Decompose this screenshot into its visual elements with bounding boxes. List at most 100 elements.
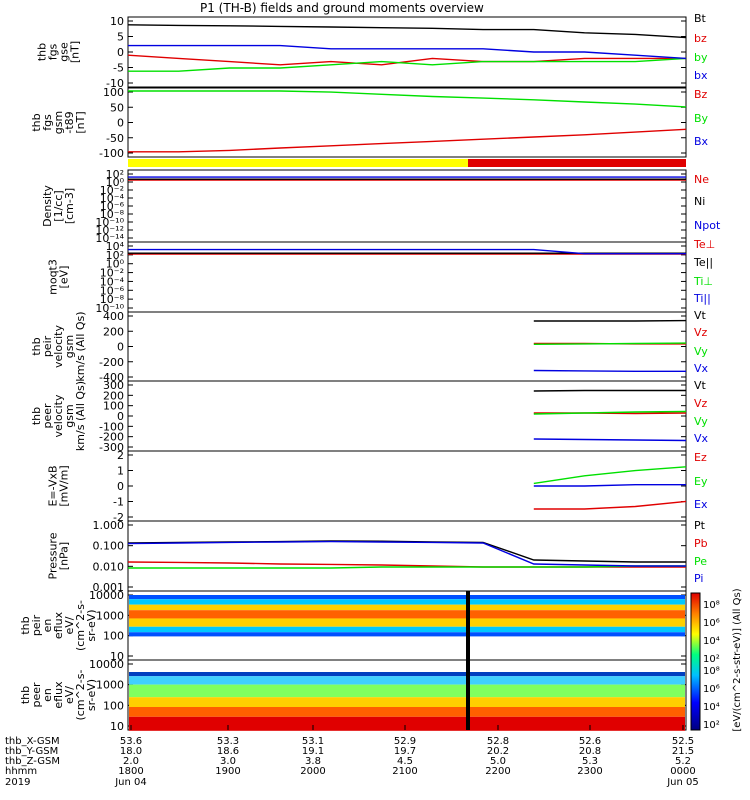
x-tick-label: 52.5 xyxy=(672,736,694,747)
x-tick-label: 52.9 xyxy=(394,736,416,747)
x-date-label: Jun 05 xyxy=(666,777,699,788)
y-tick-label: 10² xyxy=(106,249,124,262)
y-axis-label: [nT] xyxy=(69,41,82,63)
y-tick-label: 0 xyxy=(117,341,124,354)
legend-entry: Te|| xyxy=(693,256,713,269)
y-axis-label: thb xyxy=(30,337,43,355)
colorbar-tick-label: 10⁴ xyxy=(703,702,720,713)
y-axis-label: [mV/m] xyxy=(58,465,71,506)
spectrogram-band xyxy=(129,610,685,619)
x-tick-label: 18.6 xyxy=(217,746,239,757)
x-date-label: Jun 04 xyxy=(114,777,147,788)
y-axis-label: velocity xyxy=(52,325,65,368)
spectrogram-band xyxy=(129,595,685,600)
legend-entry: Ti|| xyxy=(693,292,711,305)
y-axis-label: [eV] xyxy=(58,266,71,289)
y-tick-label: 10⁻¹⁴ xyxy=(95,232,124,245)
spectrogram-band xyxy=(129,716,685,731)
y-axis-label: moqt3 xyxy=(47,259,60,295)
x-row-label: thb_Y-GSM xyxy=(5,746,58,757)
y-tick-label: 1 xyxy=(117,465,124,478)
y-axis-label: gsm xyxy=(52,111,65,134)
y-axis-label: eV/ xyxy=(63,686,76,704)
status-bar-red xyxy=(468,159,686,167)
y-tick-label: 0.010 xyxy=(93,560,125,573)
y-tick-label: 200 xyxy=(103,325,124,338)
y-tick-label: -100 xyxy=(99,147,124,160)
status-bar-yellow xyxy=(128,159,468,167)
panel-frame xyxy=(127,87,687,158)
panel-frame xyxy=(127,169,687,243)
x-tick-label: 1900 xyxy=(215,766,240,777)
y-axis-label: peir xyxy=(30,614,43,636)
legend-entry: Vz xyxy=(694,326,708,339)
legend-entry: Vt xyxy=(694,379,707,392)
y-tick-label: 10000 xyxy=(89,658,124,671)
legend-entry: Bx xyxy=(694,135,709,148)
y-axis-label: [nT] xyxy=(74,111,87,133)
y-axis-label: gsm xyxy=(63,335,76,358)
y-tick-label: 10⁴ xyxy=(106,240,125,253)
y-tick-label: -5 xyxy=(113,62,124,75)
panel-efield: 2 1 0 -1 -2 E=-VxB[mV/m] Ez Ey Ex xyxy=(47,449,708,524)
series-line-Vt xyxy=(533,389,686,392)
x-tick-label: 5.0 xyxy=(490,756,506,767)
y-tick-label: 0.100 xyxy=(93,540,125,553)
y-axis-label: -t89 xyxy=(63,111,76,133)
legend-entry: Vx xyxy=(694,432,709,445)
legend-entry: by xyxy=(694,51,708,64)
y-tick-label: 5 xyxy=(117,31,124,44)
y-tick-label: 0 xyxy=(117,480,124,493)
x-tick-label: 5.2 xyxy=(675,756,691,767)
y-axis-label: gsm xyxy=(63,404,76,427)
x-tick-label: 53.1 xyxy=(302,736,324,747)
x-year-label: 2019 xyxy=(5,777,30,788)
x-tick-label: 4.5 xyxy=(397,756,413,767)
y-tick-label: 2 xyxy=(117,449,124,462)
y-tick-label: -10 xyxy=(106,77,124,90)
y-axis-label: peer xyxy=(30,682,43,708)
legend-entry: Ez xyxy=(694,451,707,464)
y-axis-label: thb xyxy=(30,113,43,131)
legend-entry: Ex xyxy=(694,498,708,511)
y-axis-label: thb xyxy=(36,43,49,61)
series-line-Vy xyxy=(533,342,687,345)
y-axis-label: fgs xyxy=(47,43,60,60)
x-row-label: hhmm xyxy=(5,766,37,777)
legend-entry: Pi xyxy=(694,572,703,585)
x-tick-label: 53.6 xyxy=(120,736,142,747)
legend-entry: Te⊥ xyxy=(693,238,715,251)
x-tick-label: 20.8 xyxy=(579,746,601,757)
y-tick-label: -50 xyxy=(106,132,124,145)
y-tick-label: -200 xyxy=(99,356,124,369)
y-axis-label: km/s (All Qs) xyxy=(74,311,87,381)
series-line-bz xyxy=(127,54,686,66)
legend-entry: Pt xyxy=(694,519,706,532)
x-tick-label: 2000 xyxy=(300,766,325,777)
y-axis-label: en xyxy=(41,619,54,633)
series-line-Vy xyxy=(533,410,687,415)
series-line-By xyxy=(128,90,687,108)
colorbar-tick-label: 10² xyxy=(703,720,720,731)
y-axis-label: sr-eV) xyxy=(85,609,98,641)
colorbar-tick-label: 10² xyxy=(703,654,720,665)
y-tick-label: 100 xyxy=(103,400,124,413)
y-axis-label: eV/ xyxy=(63,616,76,634)
spectrogram-band xyxy=(129,618,685,627)
y-tick-label: 200 xyxy=(103,389,124,402)
x-tick-label: 3.8 xyxy=(305,756,321,767)
x-axis: thb_X-GSM 53.6 53.3 53.1 52.9 52.8 52.6 52.5 thb… xyxy=(5,725,699,788)
legend-entry: Pb xyxy=(694,537,708,550)
x-tick-label: 1800 xyxy=(118,766,143,777)
panel-frame xyxy=(127,380,687,452)
y-tick-label: 1000 xyxy=(96,609,124,622)
y-tick-label: -300 xyxy=(99,441,124,454)
y-tick-label: 1000 xyxy=(96,679,124,692)
plot-title: P1 (TH-B) fields and ground moments over… xyxy=(200,1,484,15)
y-tick-label: 300 xyxy=(103,379,124,392)
